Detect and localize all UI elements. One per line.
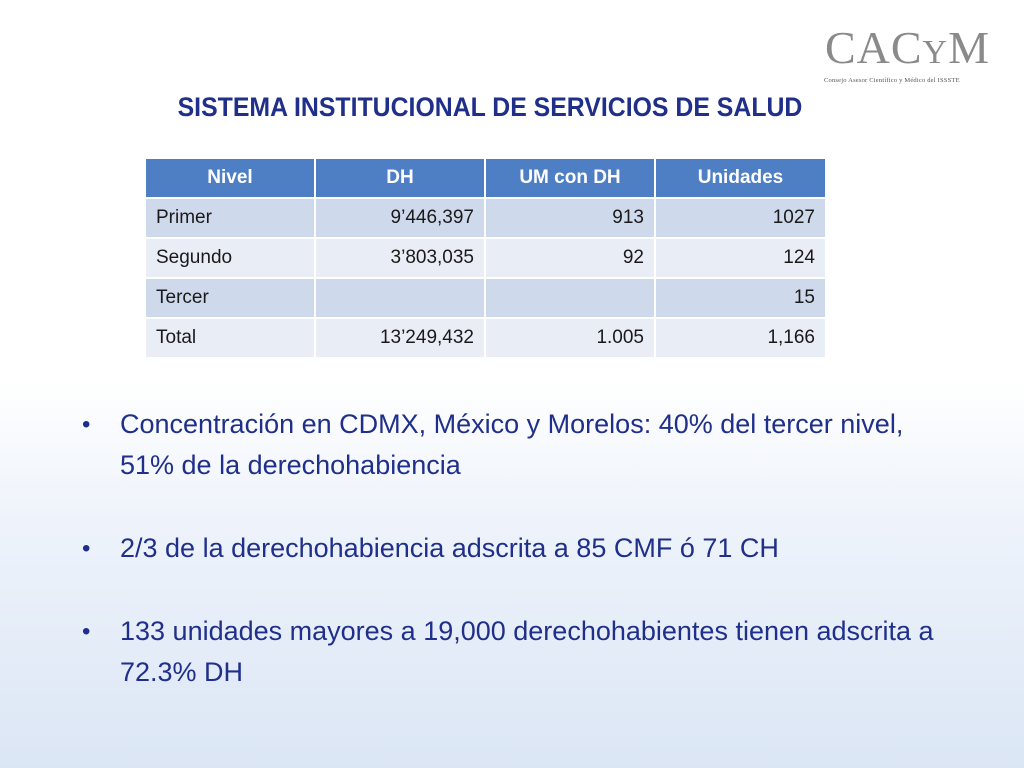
bullet-icon: • [82,618,91,645]
bullet-text: 133 unidades mayores a 19,000 derechohab… [120,616,934,687]
header-nivel: Nivel [146,159,314,197]
cell-nivel: Primer [146,199,314,237]
logo: CACYM Consejo Asesor Científico y Médico… [824,22,994,85]
bullet-icon: • [82,535,91,562]
cell-um-con-dh: 913 [486,199,654,237]
table-header-row: Nivel DH UM con DH Unidades [146,159,825,197]
list-item: • 2/3 de la derechohabiencia adscrita a … [80,528,960,569]
table-row: Segundo 3’803,035 92 124 [146,239,825,277]
cell-unidades: 124 [656,239,825,277]
table-row: Total 13’249,432 1.005 1,166 [146,319,825,357]
cell-um-con-dh [486,279,654,317]
cell-unidades: 1027 [656,199,825,237]
cell-nivel: Total [146,319,314,357]
bullet-text: 2/3 de la derechohabiencia adscrita a 85… [120,533,779,563]
header-dh: DH [316,159,484,197]
cell-dh: 9’446,397 [316,199,484,237]
header-unidades: Unidades [656,159,825,197]
cell-unidades: 1,166 [656,319,825,357]
cell-um-con-dh: 1.005 [486,319,654,357]
cell-nivel: Tercer [146,279,314,317]
bullet-icon: • [82,411,91,438]
cell-um-con-dh: 92 [486,239,654,277]
cell-nivel: Segundo [146,239,314,277]
data-table: Nivel DH UM con DH Unidades Primer 9’446… [144,157,827,359]
cell-unidades: 15 [656,279,825,317]
bullet-text: Concentración en CDMX, México y Morelos:… [120,409,904,480]
logo-wordmark: CACYM [824,22,990,73]
table-row: Tercer 15 [146,279,825,317]
cell-dh: 3’803,035 [316,239,484,277]
bullet-list: • Concentración en CDMX, México y Morelo… [80,404,960,735]
header-um-con-dh: UM con DH [486,159,654,197]
cell-dh: 13’249,432 [316,319,484,357]
list-item: • 133 unidades mayores a 19,000 derechoh… [80,611,960,693]
cell-dh [316,279,484,317]
logo-subtitle: Consejo Asesor Científico y Médico del I… [824,77,960,84]
table-row: Primer 9’446,397 913 1027 [146,199,825,237]
list-item: • Concentración en CDMX, México y Morelo… [80,404,960,486]
slide-title: SISTEMA INSTITUCIONAL DE SERVICIOS DE SA… [177,92,803,122]
